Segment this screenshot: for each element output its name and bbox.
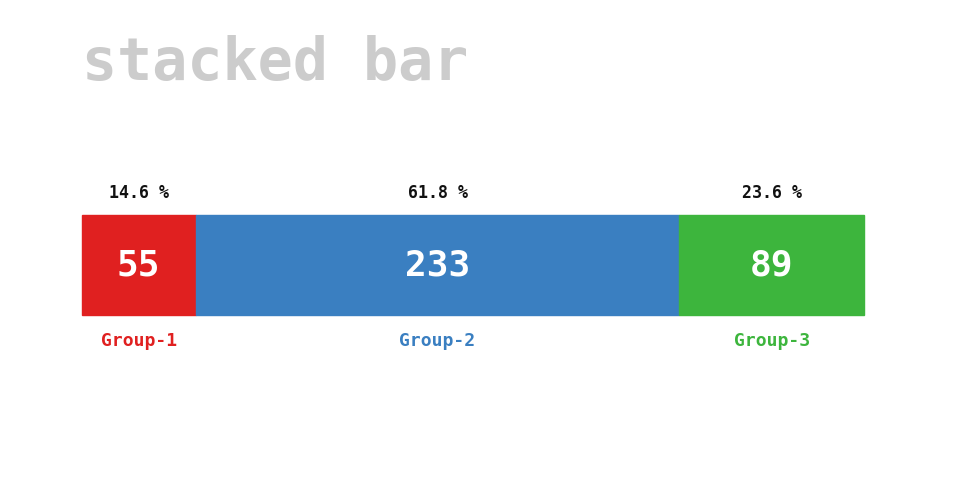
- Bar: [82, 215, 196, 315]
- Bar: [196, 215, 680, 315]
- Text: stacked bar: stacked bar: [82, 35, 468, 92]
- Text: 233: 233: [405, 248, 470, 282]
- Bar: [680, 215, 864, 315]
- Text: 89: 89: [750, 248, 793, 282]
- Text: Group-3: Group-3: [733, 332, 809, 350]
- Text: Group-2: Group-2: [399, 332, 475, 350]
- Text: 61.8 %: 61.8 %: [407, 184, 468, 202]
- Text: 23.6 %: 23.6 %: [742, 184, 802, 202]
- Text: 14.6 %: 14.6 %: [108, 184, 169, 202]
- Text: 55: 55: [117, 248, 160, 282]
- Text: Group-1: Group-1: [101, 332, 177, 350]
